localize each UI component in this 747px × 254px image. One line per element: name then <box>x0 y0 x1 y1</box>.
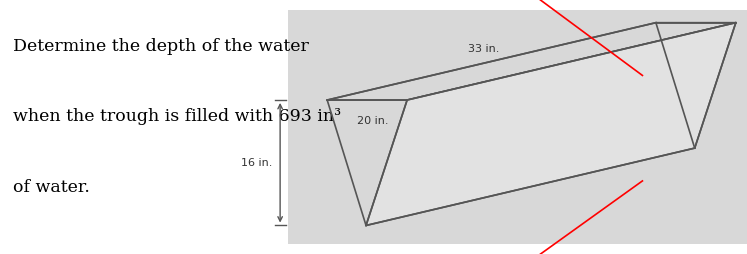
Text: 33 in.: 33 in. <box>468 44 500 54</box>
Text: of water.: of water. <box>13 179 90 196</box>
Bar <box>288 10 747 244</box>
Text: when the trough is filled with 693 in³: when the trough is filled with 693 in³ <box>13 108 341 125</box>
Text: 20 in.: 20 in. <box>357 116 388 126</box>
Polygon shape <box>327 23 736 100</box>
Text: Determine the depth of the water: Determine the depth of the water <box>13 38 309 55</box>
Text: 16 in.: 16 in. <box>241 158 273 168</box>
Polygon shape <box>366 23 736 226</box>
